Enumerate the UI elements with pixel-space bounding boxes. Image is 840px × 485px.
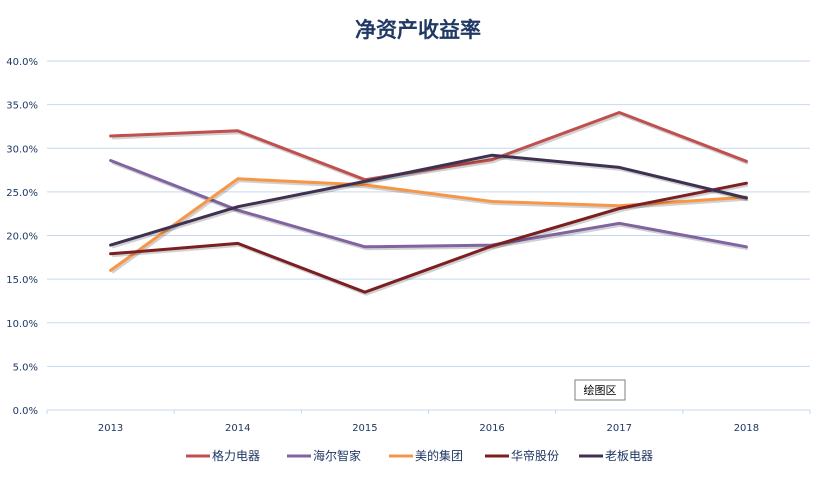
legend-label: 海尔智家: [313, 448, 361, 463]
legend-item: 海尔智家: [287, 448, 361, 463]
series-line: [109, 153, 748, 247]
legend-label: 美的集团: [415, 448, 463, 463]
axes: 0.0% 5.0% 10.0% 15.0% 20.0% 25.0% 30.0% 35.0% 40…: [6, 57, 811, 434]
tooltip-box: [574, 379, 626, 401]
legend-item: 华帝股份: [485, 448, 559, 463]
x-tick-label: 2018: [734, 423, 759, 434]
x-tick-label: 2016: [479, 423, 504, 434]
gridlines: [47, 60, 810, 367]
y-tick-label: 20.0%: [6, 232, 38, 243]
plot-area-tooltip: 绘图区: [574, 379, 626, 401]
tooltip-text: 绘图区: [584, 383, 617, 397]
y-tick-label: 25.0%: [6, 188, 38, 199]
legend: 格力电器 海尔智家 美的集团 华帝股份 老板电器: [186, 448, 653, 463]
legend-item: 老板电器: [579, 449, 653, 463]
series-line: [109, 181, 748, 294]
x-tick-label: 2017: [607, 423, 632, 434]
chart-title: 净资产收益率: [355, 17, 481, 42]
legend-item: 格力电器: [186, 448, 260, 463]
series-line: [109, 177, 748, 272]
series-line-shadow: [111, 155, 749, 249]
y-tick-label: 10.0%: [6, 319, 38, 330]
legend-label: 华帝股份: [511, 448, 559, 463]
legend-label: 格力电器: [212, 448, 260, 463]
x-tick-label: 2014: [225, 423, 250, 434]
series-line-shadow: [111, 179, 749, 274]
y-tick-label: 35.0%: [6, 101, 38, 112]
y-tick-label: 40.0%: [6, 57, 38, 68]
legend-item: 美的集团: [389, 448, 463, 463]
series-lines: [109, 111, 749, 296]
legend-label: 老板电器: [605, 449, 653, 463]
y-tick-label: 30.0%: [6, 144, 38, 155]
y-tick-label: 0.0%: [13, 406, 38, 417]
y-tick-label: 15.0%: [6, 275, 38, 286]
series-line: [109, 159, 748, 249]
x-tick-label: 2013: [98, 423, 123, 434]
series-line-shadow: [111, 183, 749, 296]
y-tick-label: 5.0%: [13, 362, 38, 373]
x-tick-label: 2015: [352, 423, 377, 434]
